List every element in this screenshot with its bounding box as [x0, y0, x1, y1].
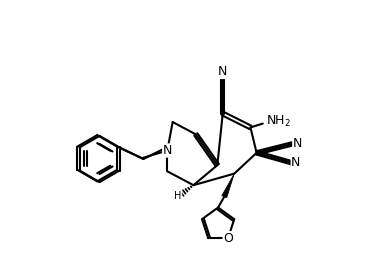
Text: H: H: [174, 191, 182, 201]
Text: NH$_2$: NH$_2$: [266, 114, 291, 129]
Polygon shape: [222, 174, 234, 198]
Text: N: N: [291, 156, 300, 169]
Text: N: N: [293, 137, 302, 150]
Text: N: N: [218, 66, 228, 78]
Text: N: N: [162, 144, 172, 157]
Text: O: O: [223, 232, 233, 245]
